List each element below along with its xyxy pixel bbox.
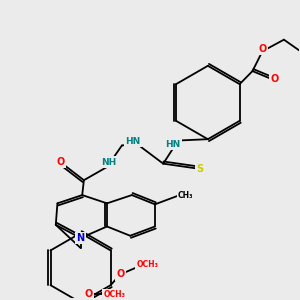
Text: OCH₃: OCH₃	[136, 260, 158, 269]
Text: O: O	[116, 269, 124, 279]
Text: HN: HN	[125, 137, 140, 146]
Text: O: O	[258, 44, 266, 54]
Text: O: O	[56, 157, 64, 167]
Text: OCH₃: OCH₃	[103, 290, 125, 299]
Text: N: N	[76, 233, 85, 243]
Text: CH₃: CH₃	[178, 190, 194, 200]
Text: NH: NH	[101, 158, 117, 166]
Text: HN: HN	[166, 140, 181, 149]
Text: S: S	[196, 164, 203, 174]
Text: O: O	[270, 74, 278, 84]
Text: O: O	[85, 289, 93, 299]
